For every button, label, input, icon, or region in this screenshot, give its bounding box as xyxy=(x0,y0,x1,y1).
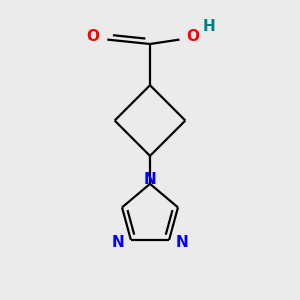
Text: N: N xyxy=(144,172,156,187)
Text: O: O xyxy=(86,29,99,44)
Text: N: N xyxy=(111,235,124,250)
Text: H: H xyxy=(202,19,215,34)
Text: O: O xyxy=(186,29,199,44)
Text: N: N xyxy=(176,235,189,250)
